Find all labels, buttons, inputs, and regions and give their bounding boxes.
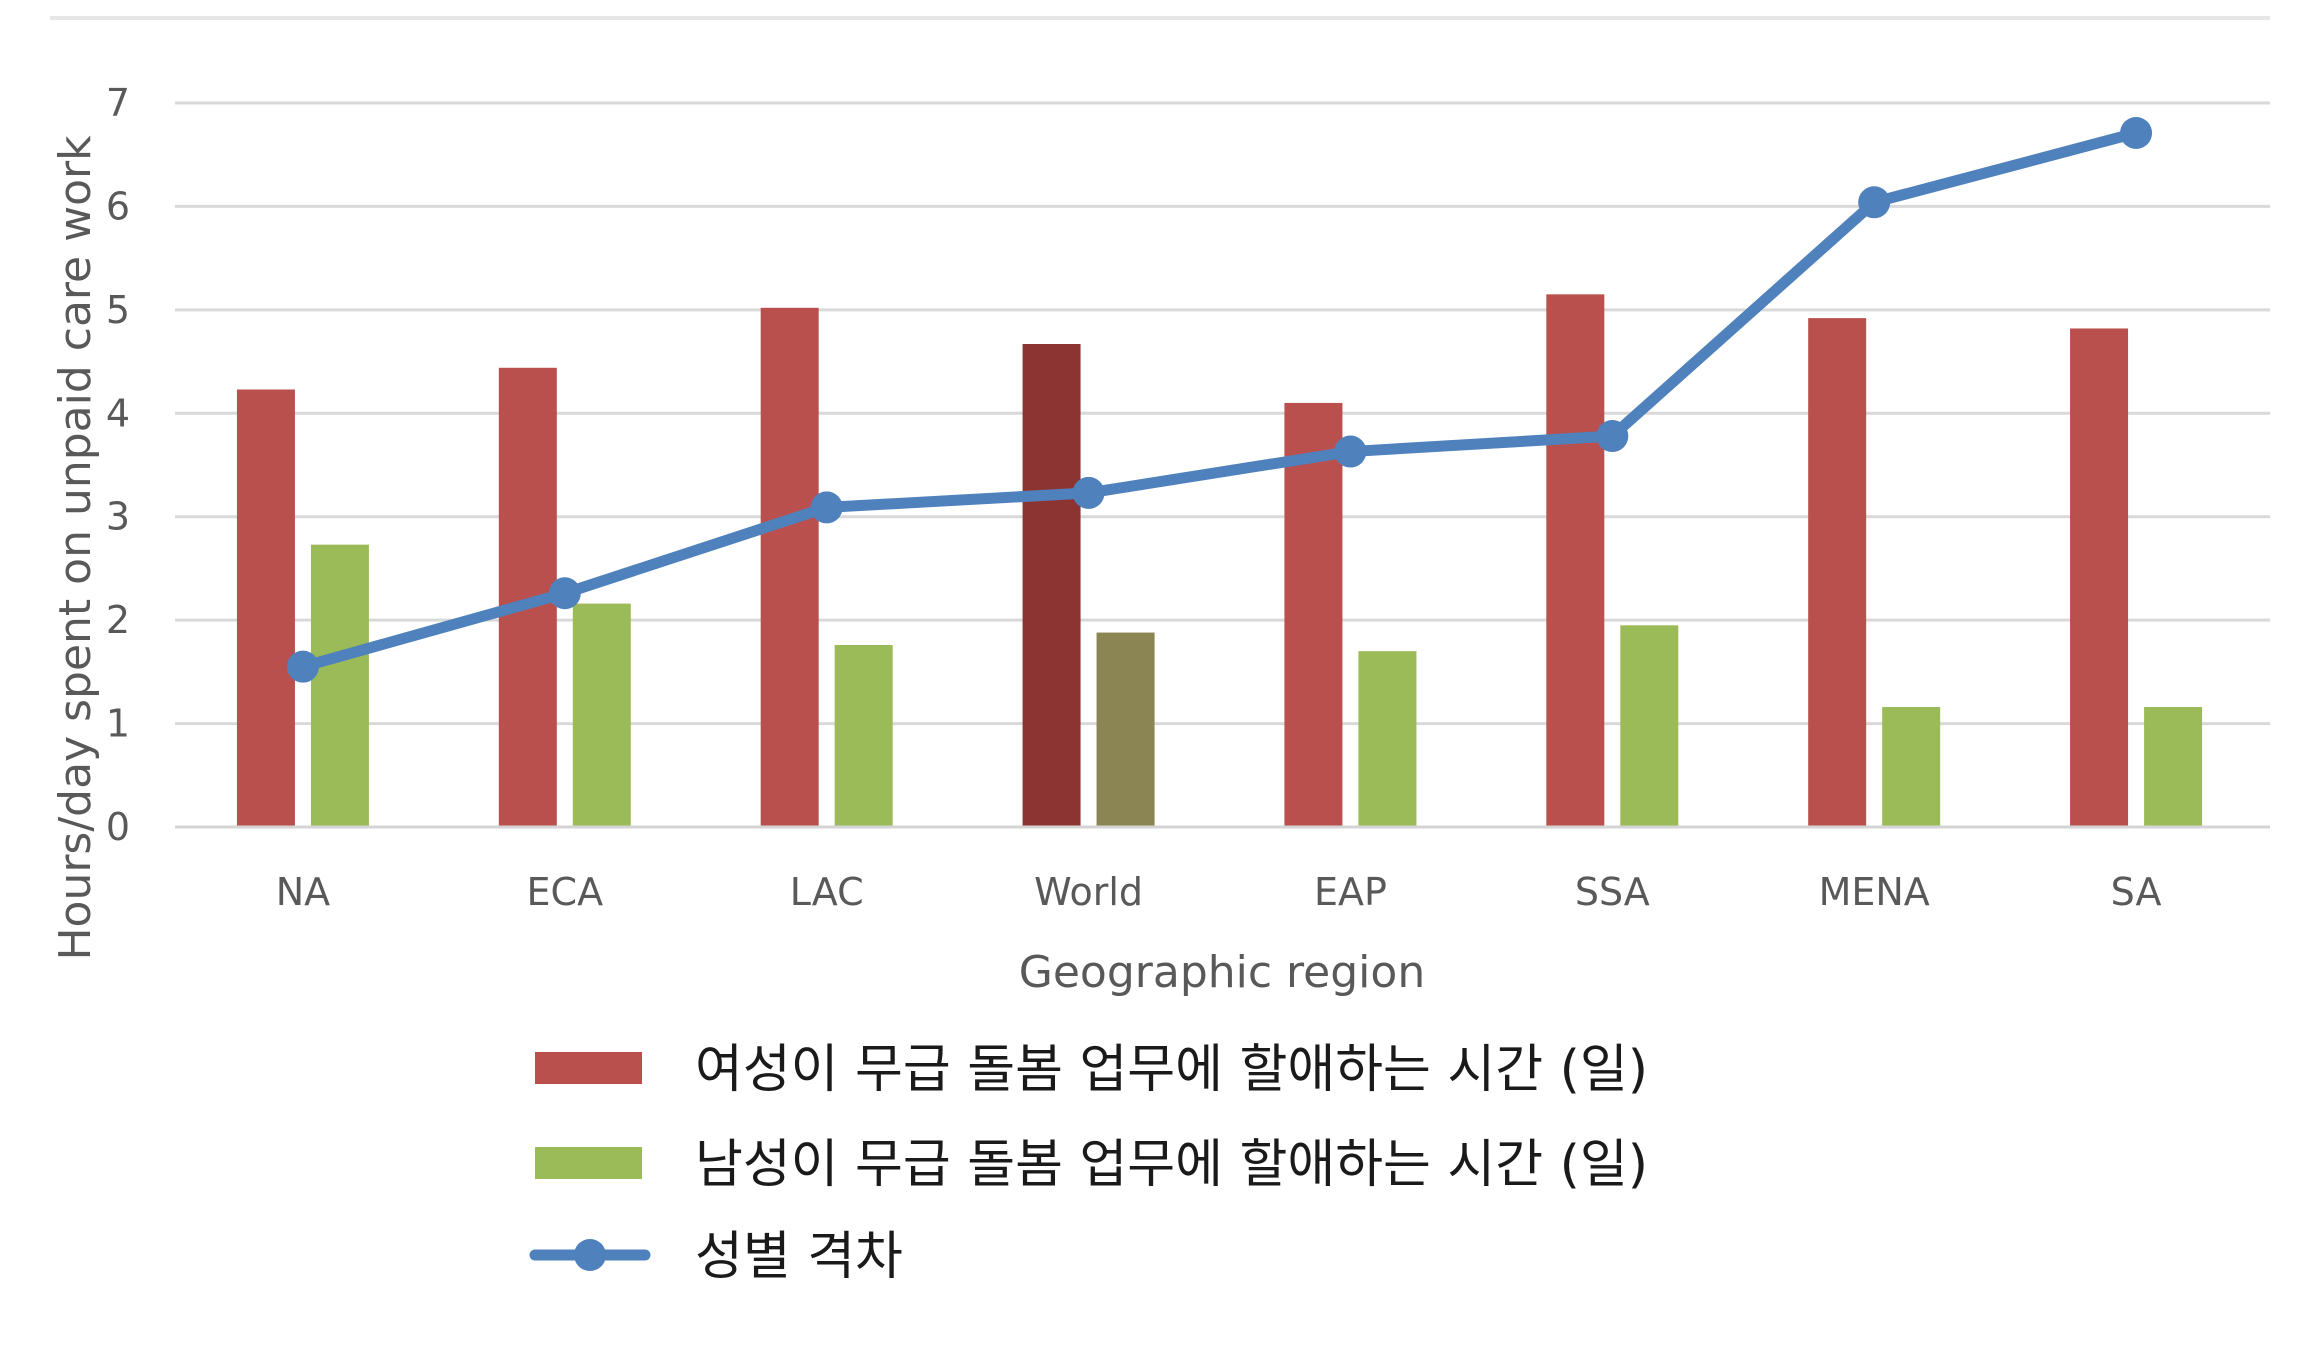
legend-male-label: 남성이 무급 돌봄 업무에 할애하는 시간 (일) xyxy=(695,1135,1648,1195)
legend-female-swatch xyxy=(535,1052,642,1084)
female-bar-world xyxy=(1022,343,1081,827)
gap-point-lac xyxy=(810,491,843,524)
legend-male-swatch xyxy=(535,1147,642,1179)
y-axis-title: Hours/day spent on unpaid care work xyxy=(50,135,101,961)
gap-point-eap xyxy=(1334,435,1367,468)
male-bar-na xyxy=(310,544,369,827)
y-tick-label: 0 xyxy=(106,805,130,849)
x-tick-label: SA xyxy=(2111,870,2162,914)
y-tick-labels: 0 1 2 3 4 5 6 7 xyxy=(106,81,130,849)
male-bar-sa xyxy=(2144,707,2203,827)
male-bar-mena xyxy=(1882,707,1941,827)
x-tick-label: EAP xyxy=(1314,870,1387,914)
x-tick-label: ECA xyxy=(527,870,604,914)
female-bar-ssa xyxy=(1546,294,1605,827)
male-bar-eap xyxy=(1358,651,1417,827)
gap-line xyxy=(297,127,2142,673)
legend-gap-swatch-marker xyxy=(574,1239,606,1271)
female-bar-mena xyxy=(1808,318,1867,827)
female-bar-na xyxy=(236,389,295,827)
legend-female-label: 여성이 무급 돌봄 업무에 할애하는 시간 (일) xyxy=(695,1040,1648,1100)
x-axis-title: Geographic region xyxy=(1019,947,1425,998)
gap-point-eca xyxy=(548,577,581,610)
gridlines xyxy=(175,101,2270,726)
female-bar-eap xyxy=(1284,402,1343,827)
legend: 여성이 무급 돌봄 업무에 할애하는 시간 (일) 남성이 무급 돌봄 업무에 할… xyxy=(529,1040,1648,1287)
bars xyxy=(236,294,2203,827)
x-tick-labels: NA ECA LAC World EAP SSA MENA SA xyxy=(276,870,2162,914)
female-bar-lac xyxy=(760,307,819,827)
gap-point-na xyxy=(286,650,319,683)
gap-point-mena xyxy=(1858,186,1891,219)
y-tick-label: 7 xyxy=(106,81,130,125)
gap-point-ssa xyxy=(1596,420,1629,453)
x-tick-label: NA xyxy=(276,870,330,914)
y-tick-label: 5 xyxy=(106,288,130,332)
x-tick-label: World xyxy=(1034,870,1143,914)
legend-gap-label: 성별 격차 xyxy=(695,1227,903,1287)
male-bar-ssa xyxy=(1620,625,1679,827)
male-bar-world xyxy=(1096,632,1155,827)
y-tick-label: 2 xyxy=(106,598,130,642)
gap-point-world xyxy=(1072,476,1105,509)
male-bar-lac xyxy=(834,644,893,827)
x-tick-label: LAC xyxy=(790,870,864,914)
male-bar-eca xyxy=(572,603,631,827)
x-tick-label: MENA xyxy=(1819,870,1930,914)
gap-point-sa xyxy=(2120,116,2153,149)
y-tick-label: 4 xyxy=(106,391,130,435)
y-tick-label: 3 xyxy=(106,495,130,539)
y-tick-label: 6 xyxy=(106,184,130,228)
y-tick-label: 1 xyxy=(106,702,130,746)
gap-line-series xyxy=(286,116,2153,683)
female-bar-sa xyxy=(2070,328,2129,827)
x-tick-label: SSA xyxy=(1575,870,1650,914)
